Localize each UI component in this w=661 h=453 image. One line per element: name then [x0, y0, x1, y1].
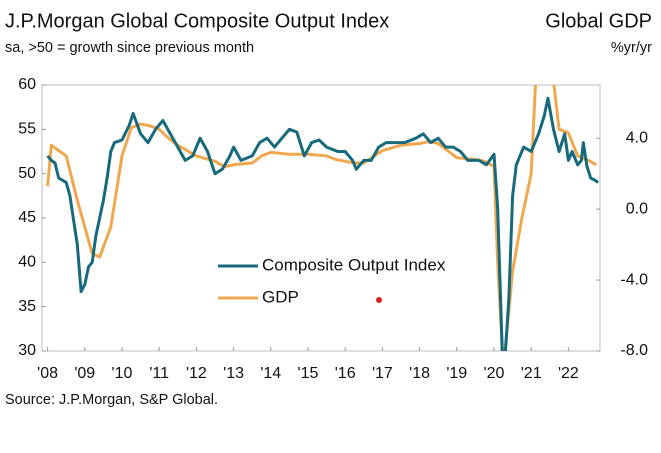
x-tick-label: '11 [149, 365, 169, 382]
x-tick-label: '10 [112, 365, 133, 382]
y2-unit: %yr/yr [611, 40, 652, 56]
dot [376, 297, 382, 303]
x-tick-label: '19 [446, 365, 467, 382]
y2-tick-label: -8.0 [620, 342, 648, 359]
x-tick-label: '14 [260, 365, 281, 382]
x-tick-label: '15 [298, 365, 319, 382]
x-tick-label: '16 [335, 365, 356, 382]
y-tick-label: 50 [18, 165, 36, 182]
series-line [46, 96, 599, 351]
x-tick-label: '09 [74, 365, 95, 382]
y2-tick-label: 4.0 [626, 129, 648, 146]
source: Source: J.P.Morgan, S&P Global. [5, 392, 218, 408]
chart-subtitle: sa, >50 = growth since previous month [5, 40, 254, 56]
legend-label: GDP [262, 287, 299, 306]
y2-tick-label: -4.0 [620, 271, 648, 288]
y-tick-label: 35 [18, 298, 36, 315]
y2-title: Global GDP [545, 10, 652, 32]
plot-area [46, 85, 599, 351]
x-tick-label: '12 [186, 365, 207, 382]
x-tick-label: '20 [484, 365, 505, 382]
y-tick-label: 40 [18, 254, 36, 271]
x-tick-label: '21 [521, 365, 542, 382]
y-tick-label: 55 [18, 121, 36, 138]
y-tick-label: 30 [18, 342, 36, 359]
chart-title: J.P.Morgan Global Composite Output Index [5, 10, 389, 32]
x-tick-label: '17 [372, 365, 393, 382]
x-tick-label: '18 [409, 365, 430, 382]
x-tick-label: '13 [223, 365, 244, 382]
legend-label: Composite Output Index [262, 255, 446, 274]
x-tick-label: '22 [558, 365, 579, 382]
y-tick-label: 45 [18, 209, 36, 226]
y-tick-label: 60 [18, 76, 36, 93]
plot-frame [41, 84, 601, 352]
y2-tick-label: 0.0 [626, 200, 648, 217]
series-line [46, 85, 598, 351]
x-tick-label: '08 [37, 365, 58, 382]
